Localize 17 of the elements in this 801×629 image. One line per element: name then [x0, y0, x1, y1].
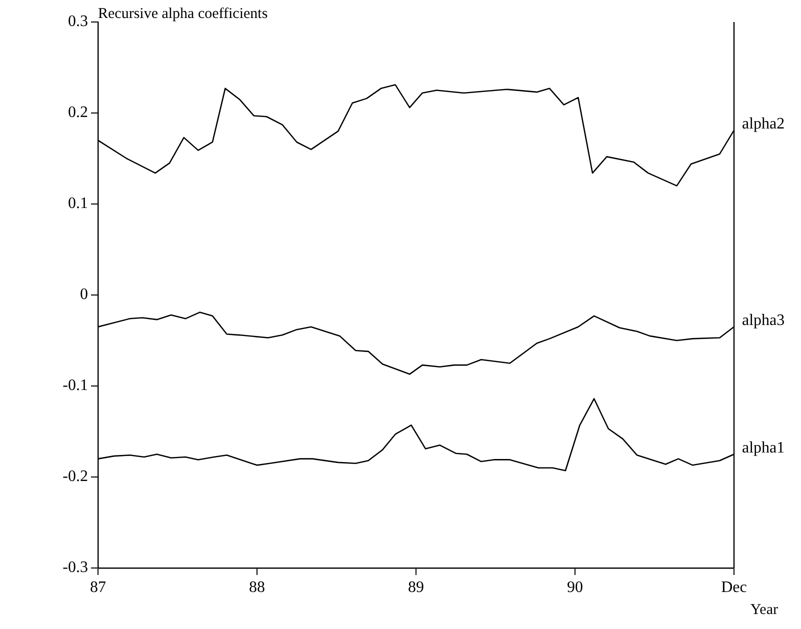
- series-label: alpha1: [742, 439, 785, 456]
- chart-title: Recursive alpha coefficients: [98, 6, 268, 22]
- x-tick-label: 87: [90, 578, 106, 596]
- x-tick-label: 88: [249, 578, 265, 596]
- x-tick-label: 90: [567, 578, 583, 596]
- y-tick-label: -0.1: [62, 377, 88, 394]
- y-tick-label: 0.1: [68, 195, 88, 212]
- x-tick-label: 89: [408, 578, 424, 596]
- x-axis-title: Year: [750, 602, 778, 618]
- series-label: alpha3: [742, 312, 785, 330]
- y-tick-label: 0: [80, 286, 88, 304]
- series-label: alpha2: [742, 115, 785, 132]
- y-tick-label: -0.2: [62, 468, 88, 486]
- y-tick-label: -0.3: [62, 559, 88, 576]
- y-tick-label: 0.3: [68, 13, 88, 30]
- y-tick-label: 0.2: [68, 104, 88, 122]
- x-tick-label: Dec: [721, 578, 747, 596]
